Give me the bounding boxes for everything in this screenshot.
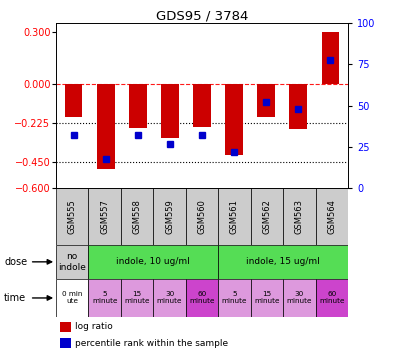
Text: GSM563: GSM563 (295, 199, 304, 234)
Text: GSM562: GSM562 (262, 199, 271, 234)
Bar (316, 278, 348, 317)
Bar (316, 188, 348, 245)
Bar (121, 278, 153, 317)
Text: 5
minute: 5 minute (222, 291, 247, 305)
Bar (88, 278, 121, 317)
Text: 15
minute: 15 minute (124, 291, 150, 305)
Text: log ratio: log ratio (75, 322, 113, 331)
Text: GSM558: GSM558 (133, 199, 142, 234)
Text: 5
minute: 5 minute (92, 291, 118, 305)
Bar (290, 84, 307, 129)
Bar (60, 338, 71, 348)
Text: GSM555: GSM555 (68, 199, 77, 234)
Bar (186, 278, 218, 317)
Bar (218, 245, 348, 278)
Bar (161, 84, 179, 138)
Bar (60, 322, 71, 332)
Bar (322, 32, 339, 84)
Text: GSM560: GSM560 (198, 199, 206, 234)
Bar (129, 84, 147, 129)
Text: indole, 15 ug/ml: indole, 15 ug/ml (246, 257, 320, 266)
Text: 0 min
ute: 0 min ute (62, 291, 82, 305)
Text: GSM561: GSM561 (230, 199, 239, 234)
Bar (283, 188, 316, 245)
Text: time: time (4, 293, 26, 303)
Bar (218, 188, 251, 245)
Bar (193, 84, 211, 127)
Bar (56, 278, 88, 317)
Bar (218, 278, 251, 317)
Text: 60
minute: 60 minute (189, 291, 215, 305)
Text: percentile rank within the sample: percentile rank within the sample (75, 339, 228, 348)
Text: indole, 10 ug/ml: indole, 10 ug/ml (116, 257, 190, 266)
Bar (186, 188, 218, 245)
Bar (225, 84, 243, 155)
Text: no
indole: no indole (58, 252, 86, 272)
Text: GSM559: GSM559 (165, 199, 174, 234)
Bar (251, 188, 283, 245)
Text: GSM557: GSM557 (100, 199, 109, 234)
Bar (153, 278, 186, 317)
Text: GSM564: GSM564 (327, 199, 336, 234)
Bar (121, 188, 153, 245)
Bar (56, 245, 88, 278)
Bar (88, 245, 218, 278)
Bar (283, 278, 316, 317)
Bar (88, 188, 121, 245)
Text: 15
minute: 15 minute (254, 291, 280, 305)
Title: GDS95 / 3784: GDS95 / 3784 (156, 9, 248, 22)
Bar (257, 84, 275, 117)
Text: 60
minute: 60 minute (319, 291, 344, 305)
Text: 30
minute: 30 minute (286, 291, 312, 305)
Bar (251, 278, 283, 317)
Bar (153, 188, 186, 245)
Bar (56, 188, 88, 245)
Bar (97, 84, 114, 169)
Bar (65, 84, 82, 117)
Text: dose: dose (4, 257, 27, 267)
Text: 30
minute: 30 minute (157, 291, 182, 305)
